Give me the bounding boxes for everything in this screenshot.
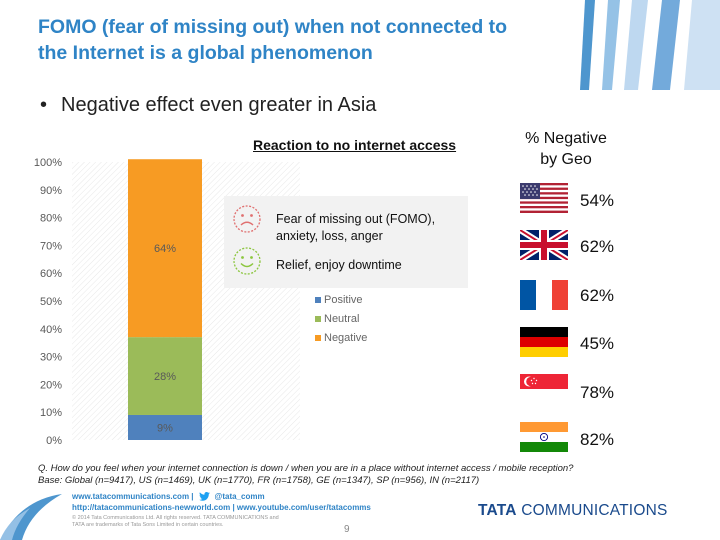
y-tick-label: 70%: [40, 240, 62, 252]
geo-value-germany: 45%: [580, 334, 615, 353]
slide-title-line-1: FOMO (fear of missing out) when not conn…: [38, 16, 508, 38]
survey-footnote: Q. How do you feel when your internet co…: [38, 463, 573, 487]
brand-name-rest: COMMUNICATIONS: [516, 502, 668, 519]
legend-item-neutral: Neutral: [315, 309, 367, 328]
singapore-flag-icon: [520, 374, 568, 404]
blog-youtube-links[interactable]: http://tatacommunications-newworld.com |…: [72, 503, 371, 512]
twitter-bird-icon: [198, 492, 210, 501]
y-tick-label: 90%: [40, 185, 62, 197]
geo-value-uk: 62%: [580, 237, 615, 256]
legend-swatch-neutral: [315, 315, 321, 322]
y-tick-label: 30%: [40, 352, 62, 364]
germany-flag-icon: [520, 327, 568, 357]
copyright-line-1: © 2014 Tata Communications Ltd. All righ…: [72, 515, 279, 521]
copyright-line-2: TATA are trademarks of Tata Sons Limited…: [72, 522, 224, 528]
y-tick-label: 50%: [40, 296, 62, 308]
france-flag-icon: [520, 280, 568, 310]
stacked-bar-chart: 0% 10% 20% 30% 40% 50% 60% 70% 80% 90% 100% 9% 28% 6…: [34, 157, 300, 447]
data-label-negative: 64%: [154, 243, 176, 255]
smile-face-icon: [233, 247, 261, 275]
footnote-base: Base: Global (n=9417), US (n=1469), UK (…: [38, 475, 480, 486]
bullet-text: Negative effect even greater in Asia: [61, 94, 377, 116]
geo-value-singapore: 78%: [580, 383, 615, 402]
data-label-positive: 9%: [157, 422, 173, 434]
bullet-point: • Negative effect even greater in Asia: [40, 94, 376, 117]
bullet-mark: •: [40, 94, 48, 116]
india-flag-icon: [520, 422, 568, 452]
y-tick-label: 10%: [40, 407, 62, 419]
legend-label-negative: Negative: [324, 331, 368, 344]
brand-name-bold: TATA: [478, 502, 517, 519]
y-tick-label: 40%: [40, 324, 62, 336]
legend-item-negative: Negative: [315, 328, 367, 347]
us-flag-icon: [520, 183, 568, 213]
y-tick-label: 0%: [46, 435, 62, 447]
legend-label-positive: Positive: [324, 293, 363, 306]
slide-title-line-2: the Internet is a global phenomenon: [38, 42, 373, 64]
geo-value-us: 54%: [580, 191, 615, 210]
uk-flag-icon: [520, 230, 568, 260]
negative-reaction-line-2: anxiety, loss, anger: [276, 229, 383, 243]
geo-value-france: 62%: [580, 286, 615, 305]
decorative-stripes: [580, 0, 720, 90]
bar-segment-positive: [128, 414, 202, 440]
chart-legend: Positive Neutral Negative: [315, 290, 367, 347]
geo-title-line-1: % Negative: [525, 130, 607, 147]
slide-title: FOMO (fear of missing out) when not conn…: [38, 14, 578, 66]
data-label-neutral: 28%: [154, 371, 176, 383]
y-tick-label: 80%: [40, 213, 62, 225]
geo-title-line-2: by Geo: [540, 151, 592, 168]
footer-links: www.tatacommunications.com | @tata_comm …: [72, 491, 371, 513]
footnote-question: Q. How do you feel when your internet co…: [38, 463, 574, 474]
website-link[interactable]: www.tatacommunications.com |: [72, 492, 194, 501]
bar-segment-negative: [128, 159, 202, 338]
legend-item-positive: Positive: [315, 290, 367, 309]
legend-swatch-negative: [315, 334, 321, 341]
bar-segment-neutral: [128, 337, 202, 415]
legend-label-neutral: Neutral: [324, 312, 360, 325]
sad-face-icon: [233, 205, 261, 233]
copyright-notice: © 2014 Tata Communications Ltd. All righ…: [72, 515, 322, 529]
positive-reaction-text: Relief, enjoy downtime: [276, 258, 402, 272]
y-tick-label: 20%: [40, 379, 62, 391]
brand-logo: TATA COMMUNICATIONS: [478, 502, 668, 520]
negative-reaction-line-1: Fear of missing out (FOMO),: [276, 212, 436, 226]
y-tick-label: 100%: [34, 157, 62, 169]
y-tick-label: 60%: [40, 268, 62, 280]
chart-title: Reaction to no internet access: [253, 137, 457, 153]
page-number: 9: [344, 524, 350, 535]
twitter-link[interactable]: @tata_comm: [214, 492, 265, 501]
legend-swatch-positive: [315, 296, 321, 303]
geo-value-india: 82%: [580, 430, 615, 449]
footer-wave-decoration: [0, 494, 62, 540]
geo-title: % Negative by Geo: [512, 128, 620, 170]
reaction-callout: Fear of missing out (FOMO), anxiety, los…: [224, 196, 468, 288]
